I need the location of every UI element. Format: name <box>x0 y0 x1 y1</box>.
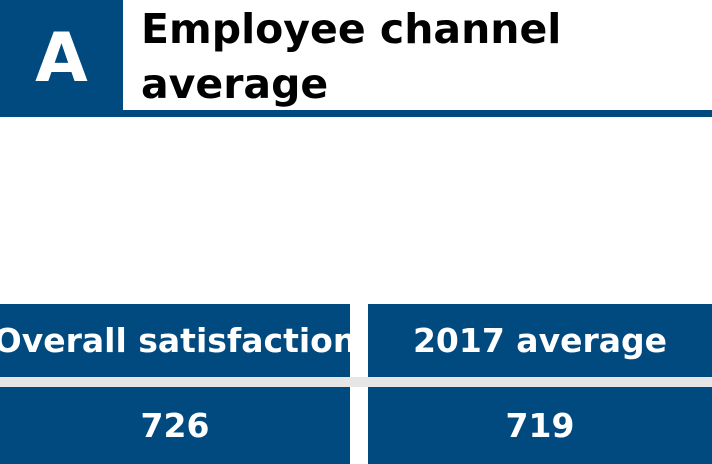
row-divider <box>0 377 712 387</box>
grade-badge: A <box>0 0 123 117</box>
overall-satisfaction-value: 726 <box>0 387 350 464</box>
header-divider <box>0 110 712 117</box>
average-label: 2017 average <box>368 304 712 377</box>
page-title: Employee channel average <box>141 2 701 112</box>
average-value: 719 <box>368 387 712 464</box>
header: A Employee channel average <box>0 0 712 117</box>
overall-satisfaction-label: Overall satisfaction <box>0 304 350 377</box>
